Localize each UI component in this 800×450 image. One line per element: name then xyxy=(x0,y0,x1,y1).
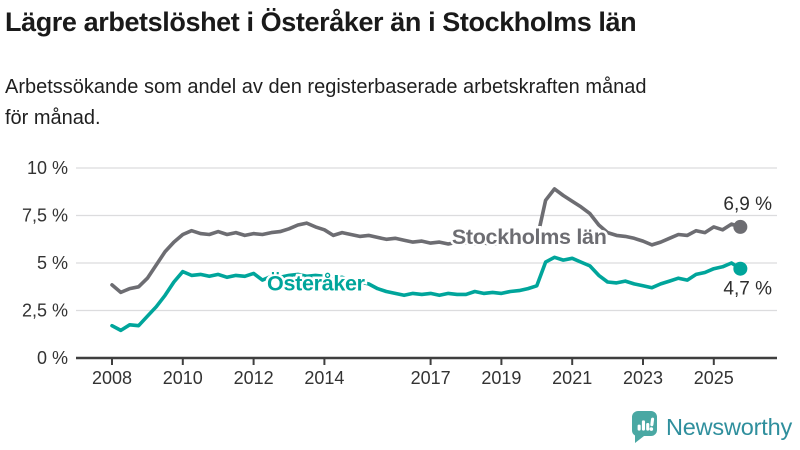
x-tick-label: 2014 xyxy=(304,368,344,388)
y-tick-label: 10 % xyxy=(27,158,68,178)
series-label: Stockholms län xyxy=(452,225,607,249)
x-tick-label: 2012 xyxy=(234,368,274,388)
newsworthy-logo-icon xyxy=(632,411,658,443)
series-end-dot xyxy=(733,219,748,234)
series-line--ster-ker xyxy=(110,255,743,333)
brand-name: Newsworthy xyxy=(666,413,792,440)
y-tick-label: 0 % xyxy=(37,348,68,368)
x-tick-label: 2021 xyxy=(552,368,592,388)
logo-bars xyxy=(637,417,655,431)
y-tick-label: 7,5 % xyxy=(22,206,68,226)
chart-subtitle: Arbetssökande som andel av den registerb… xyxy=(5,76,647,129)
series-end-value-label: 6,9 % xyxy=(723,194,772,215)
x-tick-label: 2025 xyxy=(694,368,734,388)
x-tick-label: 2019 xyxy=(481,368,521,388)
series-label: Österåker xyxy=(267,271,366,296)
y-tick-label: 2,5 % xyxy=(22,301,68,321)
x-tick-label: 2017 xyxy=(411,368,451,388)
x-tick-label: 2010 xyxy=(163,368,203,388)
x-tick-label: 2008 xyxy=(92,368,132,388)
brand-footer: Newsworthy xyxy=(630,409,792,445)
y-tick-label: 5 % xyxy=(37,253,68,273)
series-end-value-label: 4,7 % xyxy=(723,279,772,300)
series-end-dot xyxy=(733,261,748,276)
chart-title: Lägre arbetslöshet i Österåker än i Stoc… xyxy=(5,7,637,37)
x-tick-label: 2023 xyxy=(623,368,663,388)
series-line-stockholms-l-n xyxy=(110,187,743,295)
